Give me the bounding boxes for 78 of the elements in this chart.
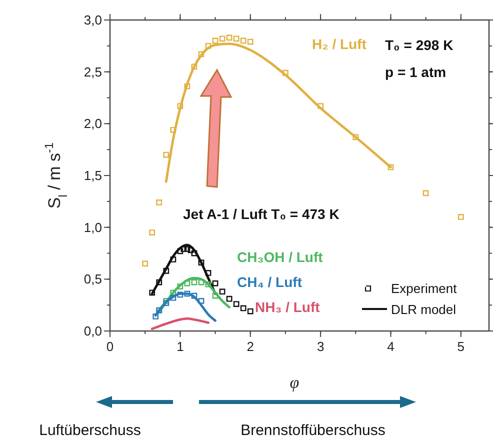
point <box>226 296 232 302</box>
point <box>388 164 394 170</box>
point <box>282 70 288 76</box>
point <box>191 64 198 70</box>
point <box>170 126 176 133</box>
point <box>226 34 232 41</box>
point <box>188 247 194 254</box>
text: NH₃ / Luft <box>255 299 320 315</box>
point <box>184 246 190 252</box>
point <box>191 250 198 256</box>
point <box>142 260 148 267</box>
point <box>247 308 254 314</box>
point <box>198 51 204 58</box>
point <box>177 292 184 298</box>
point <box>205 42 212 49</box>
point <box>247 38 254 45</box>
point <box>163 152 170 158</box>
annotation: T₀ = 298 K <box>385 37 454 53</box>
point <box>422 190 429 196</box>
annotation: Experiment <box>391 281 458 296</box>
point <box>156 200 162 206</box>
point <box>149 230 156 236</box>
point <box>177 103 184 109</box>
point <box>233 36 240 42</box>
y-tick-label: 3,0 <box>84 12 102 28</box>
line-series <box>150 317 210 330</box>
point <box>170 294 176 301</box>
x-tick-label: 0 <box>106 339 114 354</box>
point <box>205 281 212 288</box>
annotation: p = 1 atm <box>385 64 446 80</box>
point <box>198 279 204 286</box>
point <box>458 214 464 220</box>
line-series <box>158 276 231 314</box>
point <box>219 288 226 295</box>
point <box>149 290 156 296</box>
point <box>198 298 204 304</box>
point <box>352 134 359 140</box>
point <box>177 248 184 254</box>
point <box>198 260 204 266</box>
point <box>205 270 212 276</box>
text: H₂ / Luft <box>312 36 367 52</box>
text: Luftüberschuss <box>39 422 141 439</box>
point <box>212 38 218 44</box>
text: CH₃OH / Luft <box>237 249 324 265</box>
point <box>212 280 218 286</box>
point <box>163 268 170 274</box>
y-tick-label: 0,5 <box>84 272 102 287</box>
x-axis-title: φ <box>290 373 300 392</box>
point <box>233 301 240 307</box>
point <box>240 38 246 44</box>
point <box>212 292 218 299</box>
y-tick-label: 2,5 <box>84 64 102 80</box>
x-tick-label: 4 <box>387 339 394 354</box>
point <box>318 103 324 109</box>
series-label: Jet A-1 / Luft T₀ = 473 K <box>183 206 340 222</box>
point <box>184 290 190 297</box>
point <box>184 83 190 90</box>
point <box>191 279 198 286</box>
annotation: DLR model <box>391 302 456 317</box>
y-tick-label: 2,0 <box>84 116 102 132</box>
text: CH₄ / Luft <box>237 274 302 290</box>
point <box>184 280 190 286</box>
x-tick-label: 1 <box>176 339 184 354</box>
point <box>152 314 159 320</box>
point <box>156 279 162 286</box>
text: Brennstoffüberschuss <box>240 422 386 439</box>
point <box>170 256 176 262</box>
y-tick-label: 1,5 <box>84 168 102 183</box>
point <box>191 292 198 299</box>
x-tick-label: 5 <box>457 339 465 354</box>
point <box>219 36 226 42</box>
point <box>177 283 184 290</box>
x-tick-label: 3 <box>316 339 324 354</box>
y-tick-label: 0,0 <box>84 324 102 338</box>
x-tick-label: 2 <box>246 339 254 354</box>
point <box>240 305 246 312</box>
point <box>163 300 170 306</box>
y-tick-label: 1,0 <box>84 220 102 235</box>
